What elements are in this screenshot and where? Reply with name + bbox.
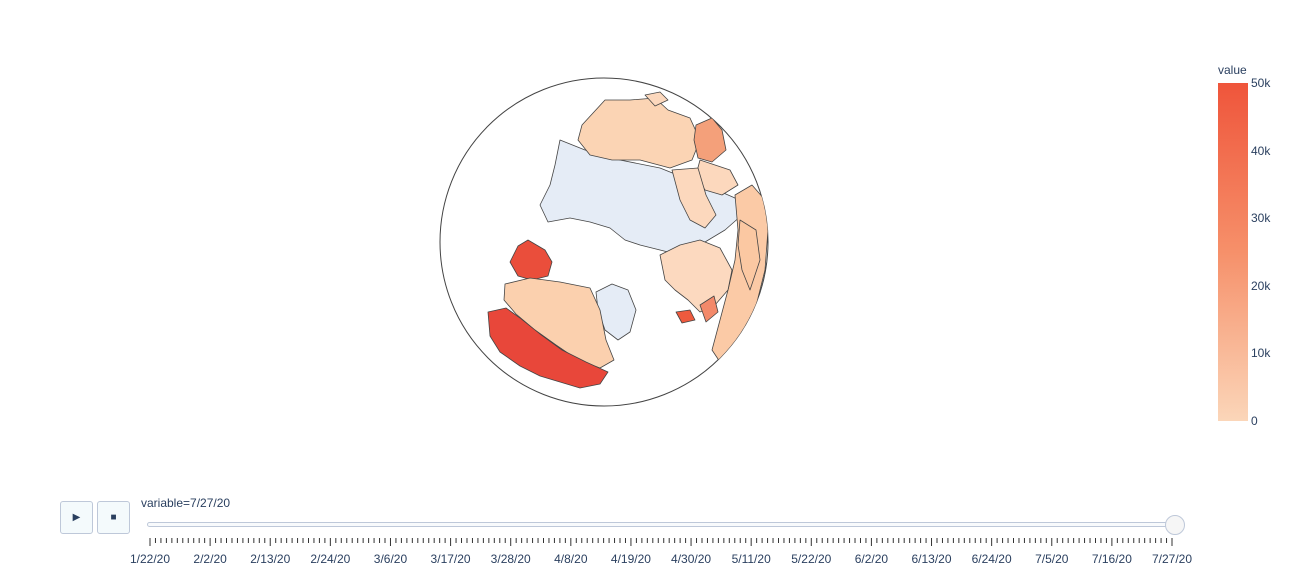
slider-tick-label[interactable]: 5/22/20 [791, 552, 832, 566]
slider-tick-label[interactable]: 4/30/20 [671, 552, 712, 566]
region-west-asia-strip[interactable] [737, 219, 761, 291]
region-alaska[interactable] [509, 239, 553, 281]
slider-current-label: variable=7/27/20 [141, 496, 231, 510]
stop-button[interactable]: ■ [97, 501, 130, 534]
slider-tick-label[interactable]: 2/2/20 [193, 552, 227, 566]
slider-tick-label[interactable]: 3/17/20 [430, 552, 471, 566]
slider-tick-label[interactable]: 7/5/20 [1035, 552, 1069, 566]
slider-tick-label[interactable]: 6/24/20 [971, 552, 1012, 566]
region-usa[interactable] [487, 307, 609, 389]
colorbar [1218, 83, 1248, 421]
slider-tick-label[interactable]: 4/19/20 [610, 552, 651, 566]
slider-tick-label[interactable]: 6/2/20 [854, 552, 889, 566]
colorbar-tick-label: 30k [1251, 211, 1271, 226]
slider-tick-label[interactable]: 6/13/20 [911, 552, 952, 566]
slider-tick-label[interactable]: 3/6/20 [373, 552, 408, 566]
slider-tick-label[interactable]: 7/16/20 [1091, 552, 1132, 566]
slider-tick-label[interactable]: 7/27/20 [1151, 552, 1193, 566]
slider-tick-marks [149, 538, 1173, 546]
slider-tick-label[interactable]: 2/24/20 [310, 552, 351, 566]
region-arabia[interactable] [671, 167, 717, 229]
colorbar-tick-label: 20k [1251, 278, 1271, 293]
colorbar-tick-label: 50k [1251, 76, 1271, 90]
slider-tick-label[interactable]: 4/8/20 [554, 552, 588, 566]
colorbar-tick-label: 40k [1251, 143, 1271, 158]
slider-rail[interactable] [147, 522, 1177, 527]
slider-tick-label[interactable]: 2/13/20 [250, 552, 291, 566]
play-button[interactable]: ▶ [60, 501, 93, 534]
colorbar-title: value [1218, 63, 1247, 77]
region-japan[interactable] [644, 91, 669, 107]
region-spain[interactable] [699, 295, 719, 323]
region-canada[interactable] [503, 277, 615, 369]
slider-handle[interactable] [1165, 515, 1185, 535]
colorbar-tick-label: 0 [1251, 414, 1258, 428]
colorbar-tick-label: 10k [1251, 346, 1271, 361]
region-uk[interactable] [675, 309, 696, 324]
stop-icon: ■ [110, 512, 117, 523]
region-europe[interactable] [659, 239, 733, 313]
slider-tick-label[interactable]: 5/11/20 [731, 552, 771, 566]
play-icon: ▶ [72, 512, 81, 523]
slider-tick-label[interactable]: 3/28/20 [490, 552, 531, 566]
slider-tick-label[interactable]: 1/22/20 [129, 552, 171, 566]
